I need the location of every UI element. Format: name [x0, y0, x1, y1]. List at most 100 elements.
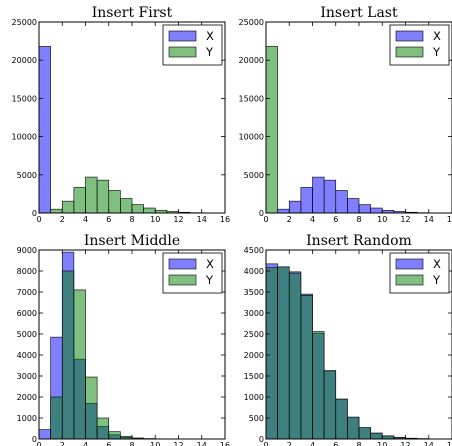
bar-y-7 [347, 416, 360, 440]
subplot-insert-last: Insert Last 0 2 4 6 8 10 12 14 16 0 5000 10000 15000 2… [239, 5, 452, 224]
y-tick-label: 4000 [244, 267, 264, 276]
y-tick-label: 20000 [12, 56, 37, 65]
legend-label-x: X [206, 257, 214, 271]
bar-x-0 [38, 46, 51, 214]
x-tick-label: 14 [424, 441, 434, 446]
bar-x-8 [358, 204, 371, 214]
y-tick-label: 20000 [239, 56, 264, 65]
y-tick-label: 0 [259, 209, 264, 218]
legend-label-y: Y [432, 45, 441, 59]
y-tick-label: 6000 [17, 309, 37, 318]
bar-y-4 [312, 331, 325, 440]
x-tick-label: 12 [400, 215, 410, 224]
y-tick-label: 500 [249, 414, 264, 423]
y-tick-label: 0 [32, 209, 37, 218]
y-tick-label: 1000 [17, 414, 37, 423]
legend-label-y: Y [205, 45, 214, 59]
bar-y-1 [277, 266, 290, 440]
x-tick-label: 14 [197, 215, 207, 224]
bar-y-6 [108, 190, 121, 214]
y-tick-label: 4500 [244, 246, 264, 255]
x-tick-label: 12 [173, 215, 183, 224]
bar-x-6 [335, 190, 348, 214]
bar-x-4 [312, 176, 325, 214]
x-tick-label: 2 [287, 441, 292, 446]
legend: XY [162, 252, 223, 294]
legend: XY [389, 252, 450, 294]
x-tick-label: 10 [377, 441, 387, 446]
subplot-insert-middle: Insert Middle 0 2 4 6 8 10 12 14 16 0 1000 2000 3000 4… [17, 233, 230, 446]
bar-y-5 [323, 370, 337, 440]
x-tick-label: 4 [310, 215, 315, 224]
legend-swatch-y [168, 274, 197, 286]
y-tick-label: 7000 [17, 288, 37, 297]
legend-swatch-x [168, 258, 197, 270]
y-tick-label: 15000 [239, 94, 264, 103]
x-tick-label: 2 [60, 441, 65, 446]
legend-swatch-x [168, 30, 197, 42]
x-tick-label: 4 [83, 215, 88, 224]
x-tick-label: 8 [356, 441, 361, 446]
legend: XY [389, 24, 450, 66]
x-tick-label: 0 [36, 441, 41, 446]
x-tick-label: 16 [220, 441, 230, 446]
legend-swatch-y [395, 274, 424, 286]
x-tick-label: 0 [263, 215, 268, 224]
bar-y-3 [300, 295, 313, 440]
bar-y-5 [96, 179, 110, 214]
legend: XY [162, 24, 223, 66]
x-tick-label: 10 [150, 441, 160, 446]
x-tick-label: 8 [129, 215, 134, 224]
chart-title: Insert Random [306, 233, 412, 249]
x-tick-label: 0 [263, 441, 268, 446]
x-tick-label: 12 [173, 441, 183, 446]
bar-y-3 [73, 289, 86, 440]
x-tick-label: 8 [129, 441, 134, 446]
bar-y-5 [96, 417, 110, 440]
x-tick-label: 6 [333, 441, 338, 446]
y-tick-label: 10000 [239, 133, 264, 142]
bar-y-1 [50, 396, 63, 440]
legend-label-x: X [433, 29, 441, 43]
y-tick-label: 3500 [244, 288, 264, 297]
bar-y-4 [85, 376, 98, 440]
y-tick-label: 4000 [17, 351, 37, 360]
legend-swatch-x [395, 258, 424, 270]
bar-y-8 [131, 204, 144, 214]
bar-y-1 [50, 208, 63, 214]
x-tick-label: 10 [150, 215, 160, 224]
bar-y-2 [61, 270, 75, 440]
y-tick-label: 2000 [17, 393, 37, 402]
bar-y-7 [120, 198, 133, 214]
x-tick-label: 2 [60, 215, 65, 224]
x-tick-label: 12 [400, 441, 410, 446]
y-tick-label: 2500 [244, 330, 264, 339]
y-tick-label: 5000 [244, 171, 264, 180]
bar-x-9 [370, 207, 383, 214]
bar-y-9 [370, 432, 383, 440]
legend-swatch-y [395, 46, 424, 58]
subplot-insert-first: Insert First 0 2 4 6 8 10 12 14 16 0 5000 10000 15000… [12, 5, 231, 224]
legend-label-y: Y [432, 273, 441, 287]
bar-x-0 [38, 429, 51, 440]
bar-y-2 [288, 272, 302, 440]
chart-title: Insert Middle [84, 233, 180, 249]
bar-y-3 [73, 187, 86, 214]
y-tick-label: 1000 [244, 393, 264, 402]
subplot-insert-random: Insert Random 0 2 4 6 8 10 12 14 16 0 500 1000 1500 20… [244, 233, 452, 446]
y-tick-label: 5000 [17, 330, 37, 339]
y-tick-label: 9000 [17, 246, 37, 255]
bar-x-5 [323, 179, 337, 214]
legend-swatch-y [168, 46, 197, 58]
bar-x-3 [300, 187, 313, 214]
chart-title: Insert First [92, 5, 173, 21]
y-tick-label: 15000 [12, 94, 37, 103]
chart-title: Insert Last [320, 5, 398, 21]
bar-y-4 [85, 176, 98, 214]
x-tick-label: 14 [197, 441, 207, 446]
x-tick-label: 10 [377, 215, 387, 224]
y-tick-label: 0 [32, 435, 37, 444]
bar-x-1 [277, 208, 290, 214]
x-tick-label: 6 [106, 441, 111, 446]
legend-swatch-x [395, 30, 424, 42]
